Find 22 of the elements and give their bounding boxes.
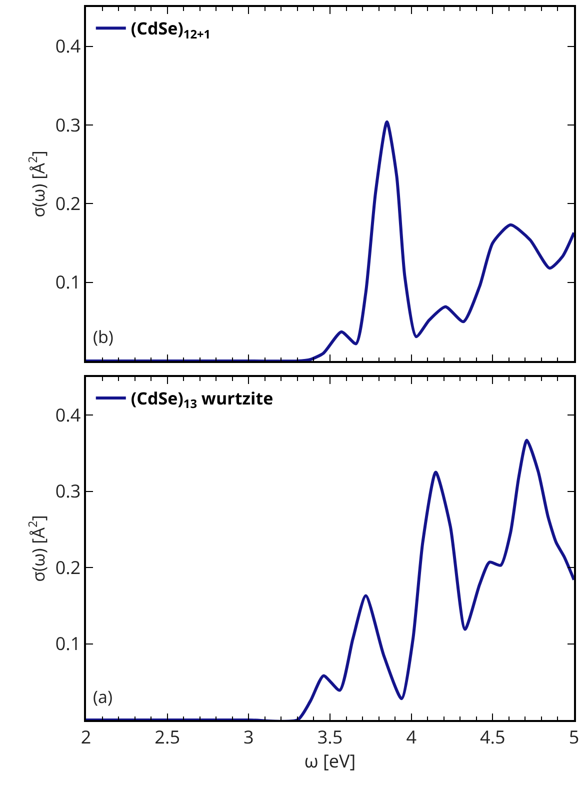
line-series <box>86 438 574 720</box>
x-tick-label: 3 <box>244 725 254 750</box>
y-tick-label: 0.3 <box>55 480 81 504</box>
x-tick-label: 4.5 <box>480 725 506 750</box>
x-axis-title: ω [eV] <box>304 749 356 774</box>
x-tick-label: 3.5 <box>317 725 343 750</box>
y-tick-label: 0.4 <box>55 403 81 428</box>
line-series <box>86 120 574 361</box>
y-tick-label: 0.4 <box>55 34 81 59</box>
y-tick-label: 0.3 <box>55 113 81 138</box>
x-tick-label: 2.5 <box>154 725 180 750</box>
x-tick-label: 5 <box>568 725 580 750</box>
x-tick-label: 4 <box>406 725 416 750</box>
legend-label: (CdSe)$_{12+1}$ <box>130 16 211 42</box>
y-tick-label: 0.2 <box>55 556 81 580</box>
legend-label: (CdSe)$_{13}$ wurtzite <box>130 386 274 412</box>
y-tick-label: 0.2 <box>55 192 81 216</box>
x-tick-label: 2 <box>80 725 92 750</box>
y-tick-label: 0.1 <box>55 632 81 656</box>
y-tick-label: 0.1 <box>55 270 81 295</box>
annotation: (b) <box>93 325 114 348</box>
annotation: (a) <box>93 685 112 708</box>
